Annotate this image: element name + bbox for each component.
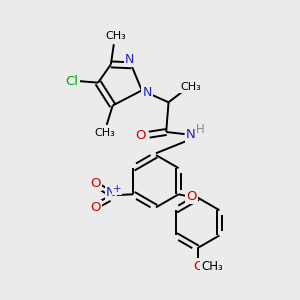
Text: N: N [125, 53, 135, 67]
Text: O: O [136, 129, 146, 142]
Text: +: + [113, 184, 122, 194]
Text: N: N [142, 86, 152, 99]
Text: Cl: Cl [66, 75, 79, 88]
Text: CH₃: CH₃ [201, 260, 223, 273]
Text: N: N [186, 128, 195, 142]
Text: CH₃: CH₃ [95, 128, 116, 138]
Text: O: O [193, 260, 204, 273]
Text: N: N [106, 186, 116, 199]
Text: H: H [196, 123, 205, 136]
Text: CH₃: CH₃ [105, 31, 126, 41]
Text: O: O [186, 190, 197, 203]
Text: O: O [90, 177, 101, 190]
Text: CH₃: CH₃ [180, 82, 201, 92]
Text: O: O [90, 201, 101, 214]
